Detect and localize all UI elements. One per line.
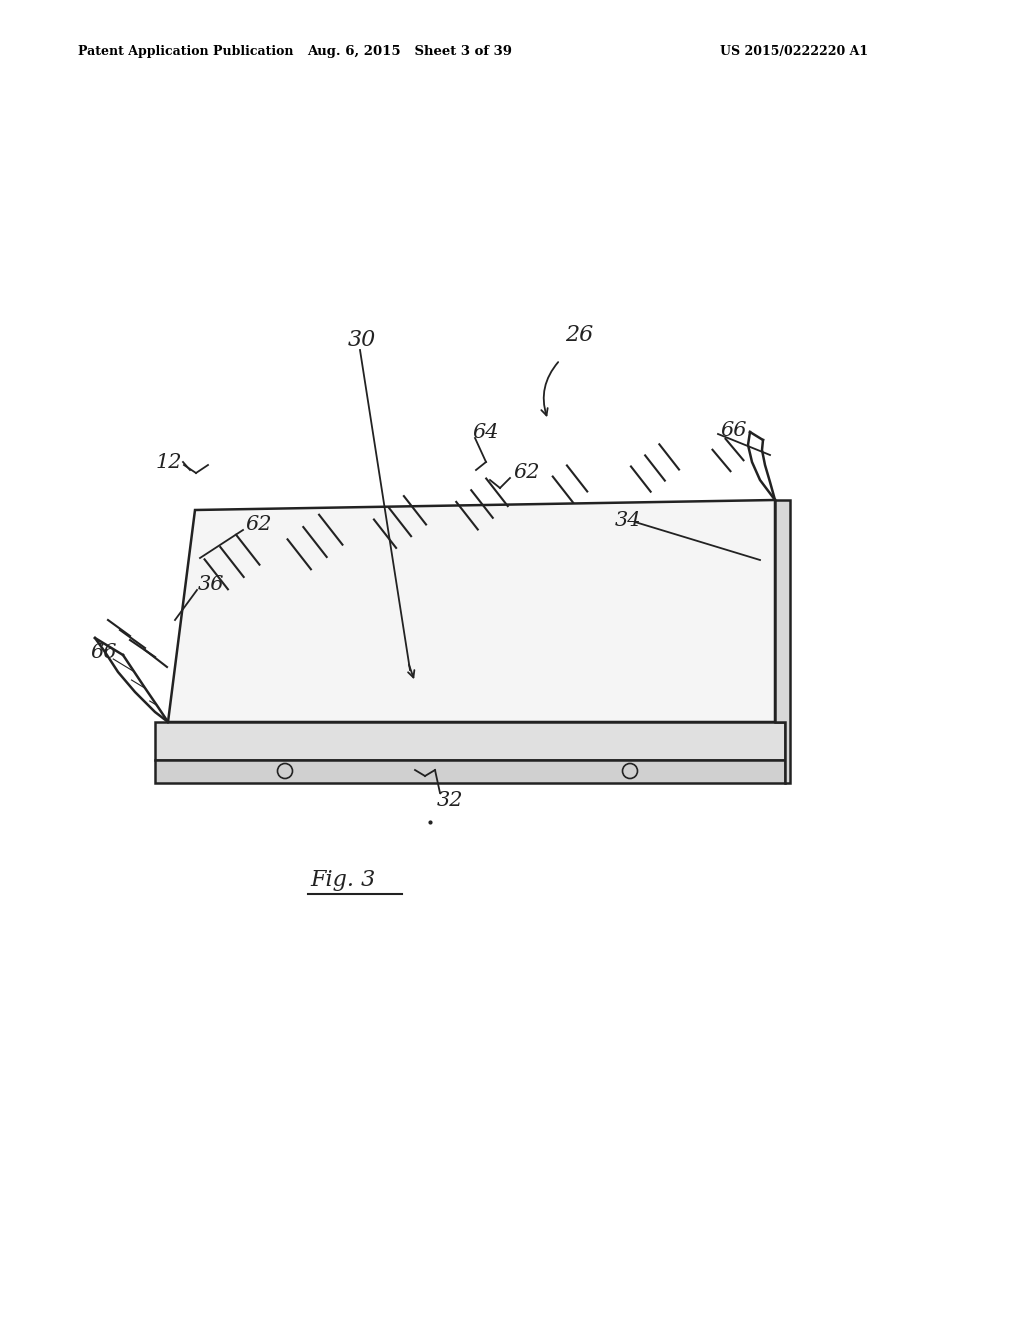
Polygon shape (155, 760, 785, 783)
Polygon shape (168, 500, 775, 722)
Polygon shape (775, 500, 790, 783)
Text: 34: 34 (615, 511, 641, 529)
Text: Fig. 3: Fig. 3 (310, 869, 375, 891)
Text: 30: 30 (348, 329, 376, 351)
Text: 36: 36 (198, 576, 224, 594)
Polygon shape (155, 722, 785, 760)
Text: 64: 64 (472, 422, 499, 441)
Text: 62: 62 (245, 516, 271, 535)
Text: 12: 12 (156, 453, 182, 471)
Text: Patent Application Publication: Patent Application Publication (78, 45, 294, 58)
Text: 66: 66 (720, 421, 746, 440)
Text: 62: 62 (513, 462, 540, 482)
Text: Aug. 6, 2015   Sheet 3 of 39: Aug. 6, 2015 Sheet 3 of 39 (307, 45, 512, 58)
Text: US 2015/0222220 A1: US 2015/0222220 A1 (720, 45, 868, 58)
Text: 66: 66 (90, 643, 117, 661)
Text: 32: 32 (437, 791, 464, 809)
Text: 26: 26 (565, 323, 593, 346)
